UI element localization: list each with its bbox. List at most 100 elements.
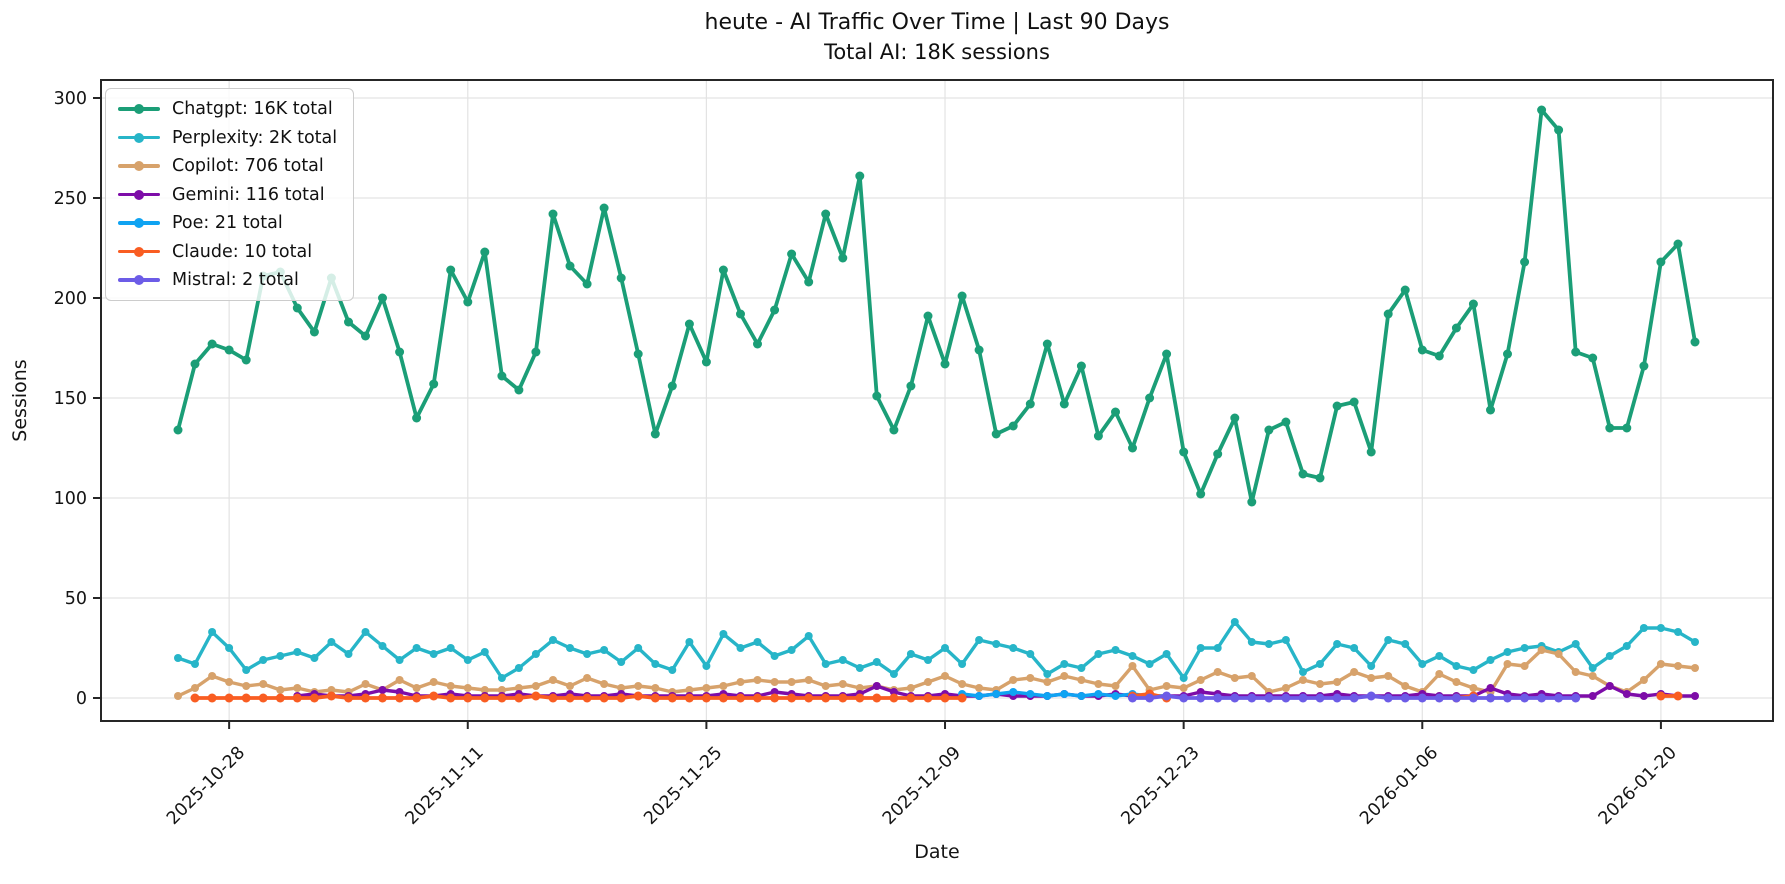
series-mistral-marker (1537, 693, 1547, 703)
series-perplexity-line (176, 620, 1697, 680)
series-perplexity-marker (1622, 642, 1631, 650)
series-perplexity-marker (225, 644, 234, 652)
legend-marker-icon (134, 189, 144, 200)
legend-label-copilot: Copilot: 706 total (172, 156, 324, 176)
series-copilot-marker (804, 676, 813, 684)
series-mistral-marker (1281, 693, 1291, 703)
series-copilot-marker (1350, 668, 1359, 676)
series-chatgpt-marker (736, 309, 745, 319)
series-chatgpt-marker (718, 265, 728, 275)
series-copilot-marker (736, 678, 745, 686)
series-claude-marker (616, 693, 626, 703)
series-claude-marker (718, 693, 728, 703)
series-chatgpt-marker (1451, 323, 1461, 333)
series-perplexity-marker (1196, 644, 1205, 652)
legend-marker-icon (134, 104, 144, 114)
series-copilot-marker (293, 684, 302, 692)
series-perplexity-marker (1605, 652, 1614, 660)
series-mistral-marker (1468, 693, 1478, 703)
series-chatgpt-marker (1162, 349, 1172, 359)
series-perplexity-marker (1264, 640, 1273, 648)
series-claude-marker (855, 693, 865, 703)
series-chatgpt-marker (361, 331, 370, 341)
series-mistral-marker (1247, 693, 1257, 703)
series-perplexity-marker (174, 654, 182, 662)
series-perplexity-marker (1145, 660, 1154, 668)
series-copilot-marker (208, 672, 217, 680)
series-perplexity-marker (531, 650, 540, 658)
series-perplexity-marker (1520, 644, 1529, 652)
series-perplexity-marker (600, 646, 609, 654)
series-chatgpt-marker (667, 381, 677, 391)
series-copilot-marker (463, 684, 472, 692)
legend-swatch-copilot (118, 161, 160, 171)
series-claude-marker (906, 693, 916, 703)
legend-item-poe: Poe: 21 total (118, 213, 337, 233)
series-copilot-marker (770, 678, 779, 686)
series-mistral-marker (1520, 693, 1530, 703)
series-perplexity-marker (344, 650, 353, 658)
series-claude-marker (667, 693, 677, 703)
series-mistral-marker (1486, 693, 1495, 703)
series-chatgpt-marker (1537, 105, 1547, 115)
series-perplexity-marker (1350, 644, 1359, 652)
series-copilot-marker (1094, 680, 1103, 688)
series-claude-marker (241, 693, 251, 703)
series-perplexity-marker (242, 666, 251, 674)
series-chatgpt-marker (1605, 423, 1615, 433)
x-tick-label: 2025-12-23 (1118, 743, 1204, 829)
series-perplexity-marker (549, 636, 557, 644)
series-copilot-marker (787, 678, 796, 686)
series-copilot-marker (446, 682, 455, 690)
series-perplexity-marker (838, 656, 847, 664)
series-mistral-marker (1315, 693, 1325, 703)
series-chatgpt-marker (1349, 397, 1359, 407)
series-copilot-marker (1691, 664, 1699, 672)
series-claude-marker (412, 693, 422, 703)
series-claude-marker (190, 693, 200, 703)
x-axis-label: Date (914, 841, 959, 863)
series-copilot-marker (225, 678, 234, 686)
series-chatgpt-marker (787, 249, 797, 259)
series-perplexity-marker (1026, 650, 1035, 658)
series-copilot-marker (1537, 646, 1546, 654)
series-copilot-marker (617, 684, 626, 692)
series-chatgpt-marker (395, 347, 405, 357)
legend-marker-icon (134, 275, 144, 285)
series-mistral-marker (1554, 693, 1564, 703)
series-chatgpt-marker (1468, 299, 1478, 309)
series-perplexity-marker (1060, 660, 1069, 668)
series-claude-marker (463, 693, 473, 703)
legend-swatch-poe (118, 218, 160, 228)
series-perplexity-marker (804, 632, 813, 640)
legend-swatch-gemini (118, 189, 160, 200)
series-copilot-marker (480, 686, 489, 694)
series-copilot-marker (821, 682, 830, 690)
series-perplexity-marker (872, 658, 881, 666)
series-claude-marker (684, 693, 694, 703)
series-perplexity-marker (1281, 636, 1290, 644)
legend-label-poe: Poe: 21 total (172, 213, 283, 233)
series-perplexity-marker (889, 670, 898, 678)
series-perplexity-marker (191, 660, 199, 668)
series-claude-marker (514, 693, 524, 703)
series-chatgpt-marker (906, 381, 916, 391)
series-claude-marker (1656, 691, 1666, 701)
series-copilot-marker (174, 692, 182, 700)
x-tick-label: 2025-11-25 (640, 743, 726, 829)
series-claude-marker (582, 693, 592, 703)
series-copilot-marker (1452, 678, 1461, 686)
series-chatgpt-marker (1196, 489, 1206, 499)
series-mistral-marker (1417, 693, 1427, 703)
series-perplexity-marker (1691, 638, 1699, 646)
series-perplexity-marker (514, 664, 523, 672)
series-copilot-marker (497, 686, 506, 694)
series-chatgpt-marker (1332, 401, 1342, 411)
series-perplexity-marker (310, 654, 319, 662)
series-chatgpt-marker (855, 171, 865, 181)
series-chatgpt-marker (1213, 449, 1223, 459)
series-gemini-marker (1486, 684, 1495, 692)
series-claude-marker (838, 693, 848, 703)
series-perplexity-marker (1656, 624, 1665, 632)
legend-marker-icon (134, 218, 144, 228)
